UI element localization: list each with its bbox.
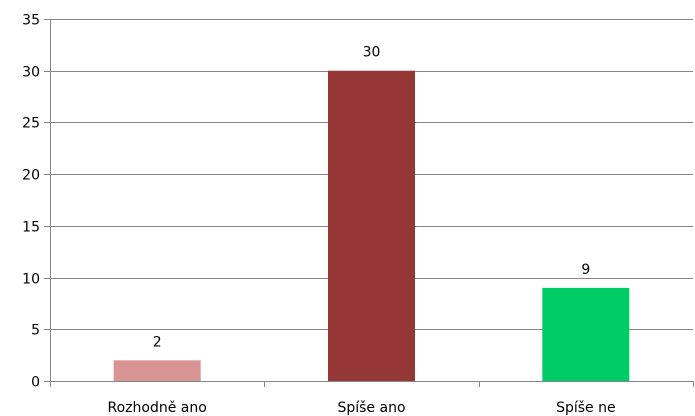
y-tick-label: 25 (22, 116, 40, 132)
y-tick-label: 5 (31, 323, 40, 339)
category-labels: Rozhodně ano Spíše ano Spíše ne (108, 400, 616, 416)
y-tick-label: 0 (31, 375, 40, 391)
y-tick-label: 10 (22, 272, 40, 288)
data-labels: 2 30 9 (153, 45, 591, 351)
y-tick-label: 20 (22, 168, 40, 184)
y-tick-label: 30 (22, 65, 40, 81)
category-label: Spíše ano (337, 400, 405, 416)
data-label: 2 (153, 334, 162, 350)
y-tick-label: 15 (22, 220, 40, 236)
y-tick-label: 35 (22, 13, 40, 29)
y-axis-ticks: 0 5 10 15 20 25 30 35 (22, 13, 51, 391)
bar-1 (328, 70, 415, 381)
x-axis (50, 381, 694, 387)
bar-0 (113, 360, 201, 381)
bar-2 (542, 287, 630, 381)
category-label: Spíše ne (556, 400, 616, 416)
data-label: 9 (581, 262, 590, 278)
data-label: 30 (363, 45, 381, 61)
bars (113, 70, 630, 381)
category-label: Rozhodně ano (108, 400, 207, 416)
